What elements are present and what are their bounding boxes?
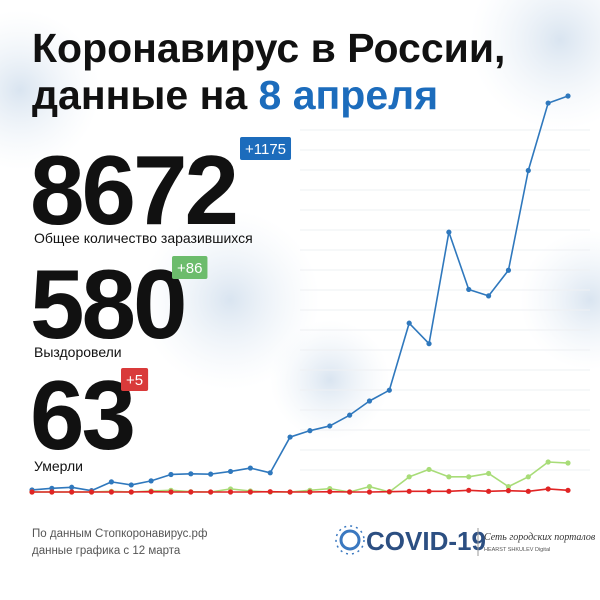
data-point [446,488,452,494]
stat-change: +86 [177,260,202,277]
data-point [446,474,452,480]
data-point [307,489,313,495]
stat-badge [121,368,149,391]
stat-label: Умерли [34,458,83,474]
data-point [208,471,214,477]
logo-icon [335,525,365,555]
series-line [32,488,569,493]
logo-network: Сеть городских порталов [484,532,596,543]
data-point [347,412,353,418]
data-point [485,488,492,494]
data-point [148,489,154,495]
data-point [406,320,412,326]
data-point [247,489,253,495]
data-point [287,434,293,440]
data-point [505,484,512,490]
data-point [148,478,154,484]
data-point [69,489,75,495]
data-point [227,468,234,475]
data-point [366,489,373,495]
data-point [49,489,55,495]
title: данные на [32,72,248,118]
stat-label: Выздоровели [34,344,122,360]
data-point [525,167,531,174]
series-line [31,95,569,492]
decor [0,10,100,170]
data-point [267,470,273,476]
data-point [247,465,253,471]
data-point [426,488,432,494]
logo-brand: HEARST SHKULEV Digital [484,547,550,553]
data-point [466,474,472,480]
data-point [327,423,333,429]
stat-badge [240,137,292,160]
data-point [88,489,95,495]
data-point [188,471,194,477]
data-point [545,459,551,465]
data-point [426,341,432,347]
data-point [168,489,174,495]
data-point [525,474,531,480]
data-point [545,100,551,106]
data-point [565,487,571,493]
data-point [307,428,313,434]
logo: COVID-19 Сеть городских порталов HEARST … [335,525,596,556]
data-point [545,486,551,492]
logo-name: COVID-19 [366,526,486,556]
data-point [366,484,373,490]
data-point [406,474,412,480]
stat-value: 63 [30,360,133,470]
decor [140,210,320,390]
data-point [505,267,512,273]
data-point [108,489,115,495]
data-point [565,93,571,99]
data-point [386,387,392,393]
data-point [267,489,273,495]
data-point [49,485,55,491]
data-point [128,482,134,488]
data-point [426,466,432,473]
footer: По данным Стопкоронавирус.рф [32,528,207,540]
data-point [208,489,214,495]
stat-value: 8672 [30,135,236,245]
plot [29,93,571,495]
data-point [128,489,134,495]
data-point [466,286,472,293]
title: Коронавирус в России, [32,25,505,71]
data-point [565,460,571,466]
title-date: 8 апреля [259,72,439,118]
data-point [366,398,373,404]
stat-value: 580 [30,249,185,359]
title: данные на 8 апреля [32,72,438,118]
data-point [227,489,234,495]
stat-change: +1175 [245,141,286,158]
data-point [406,488,412,494]
data-point [347,489,353,495]
data-point [466,487,472,493]
data-point [327,489,333,495]
grid [300,129,590,471]
data-point [525,488,531,494]
data-point [29,489,35,495]
data-point [505,488,512,494]
data-point [446,229,452,235]
stat-badge [172,256,208,279]
logo-icon [339,529,361,551]
footer: данные графика с 12 марта [32,545,181,557]
data-point [108,479,115,485]
decor [520,230,600,370]
stat-change: +5 [126,372,143,389]
data-point [485,470,492,477]
data-point [168,471,174,478]
stat-label: Общее количество заразившихся [34,230,253,246]
data-point [485,293,492,299]
data-point [386,489,392,495]
decor [270,320,390,440]
data-point [69,484,75,490]
data-point [188,489,194,495]
data-point [287,489,293,495]
